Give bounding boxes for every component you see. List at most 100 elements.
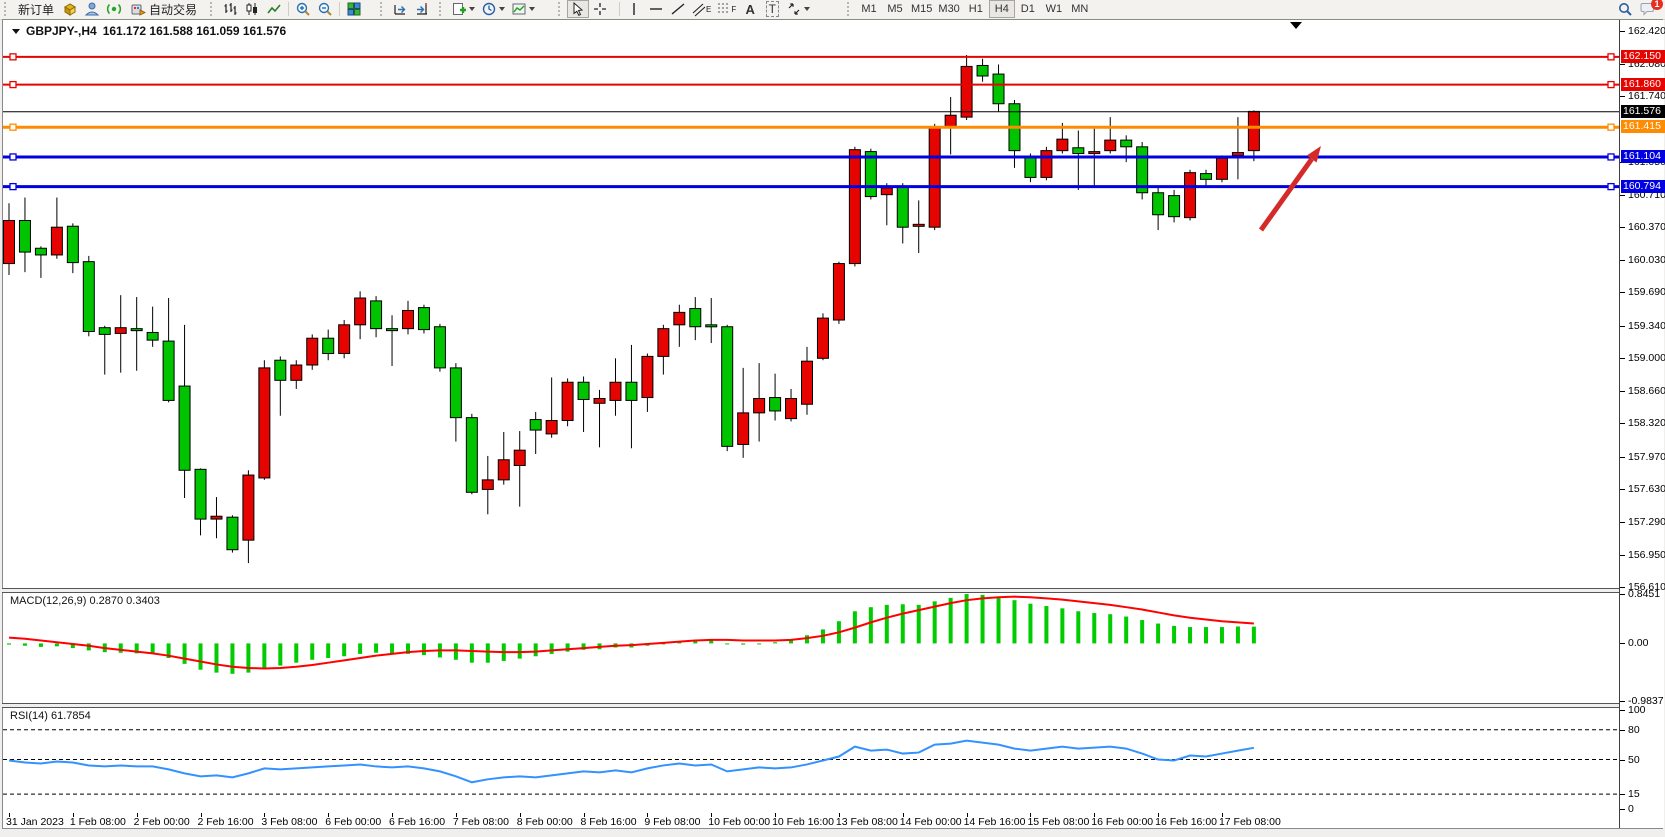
data-window-button[interactable]: [81, 0, 103, 18]
channel-label: E: [706, 4, 712, 14]
cursor-button[interactable]: [567, 0, 589, 18]
chart-shift-marker[interactable]: [1290, 22, 1302, 29]
search-button[interactable]: [1614, 0, 1636, 18]
zoom-out-button[interactable]: [314, 0, 336, 18]
rsi-panel-canvas[interactable]: [3, 707, 1619, 812]
new-chart-button[interactable]: [448, 0, 478, 18]
chat-button[interactable]: [1636, 0, 1659, 18]
timeframe-button-M30[interactable]: M30: [935, 0, 962, 18]
main-chart-canvas[interactable]: [3, 20, 1619, 588]
market-watch-button[interactable]: [59, 0, 81, 18]
candle-bear: [449, 367, 462, 419]
hline-handle[interactable]: [1607, 123, 1615, 131]
macd-histogram-bar: [1188, 627, 1193, 644]
timeframe-button-H1[interactable]: H1: [963, 0, 989, 18]
collapse-trade-panel-icon[interactable]: [12, 28, 20, 34]
candle-bull: [1231, 152, 1244, 156]
hline-handle[interactable]: [9, 153, 17, 161]
text-button[interactable]: A: [739, 0, 761, 18]
price-tick: [1620, 489, 1625, 491]
periods-button[interactable]: [478, 0, 508, 18]
candle-bull: [1215, 157, 1228, 180]
macd-histogram-bar: [86, 643, 91, 651]
hline-handle[interactable]: [9, 123, 17, 131]
trend-arrow-annotation[interactable]: [1258, 146, 1321, 232]
vline-button[interactable]: [623, 0, 645, 18]
panel-separator[interactable]: [2, 588, 1663, 593]
toolbar-grip[interactable]: [558, 2, 565, 16]
candle-bull: [816, 317, 829, 359]
signals-button[interactable]: [103, 0, 125, 18]
toolbar-grip[interactable]: [380, 2, 387, 16]
autotrade-button[interactable]: 自动交易: [125, 0, 202, 18]
bars-chart-button[interactable]: [219, 0, 241, 18]
price-tick-label: 158.660: [1628, 384, 1665, 397]
hline-handle[interactable]: [9, 53, 17, 61]
price-tick: [1620, 194, 1625, 196]
toolbar-group-trade: 新订单 自动交易: [2, 0, 202, 18]
timeframe-button-M1[interactable]: M1: [856, 0, 882, 18]
hline-handle[interactable]: [1607, 80, 1615, 89]
candles-chart-button[interactable]: [241, 0, 263, 18]
hline-handle[interactable]: [1607, 153, 1615, 161]
toolbar-grip[interactable]: [210, 2, 217, 16]
auto-scroll-button[interactable]: [389, 0, 411, 18]
toolbar-grip[interactable]: [439, 2, 446, 16]
macd-histogram-bar: [150, 643, 155, 654]
timeframe-button-W1[interactable]: W1: [1041, 0, 1067, 18]
timeframe-button-M15[interactable]: M15: [908, 0, 935, 18]
timeframe-button-M5[interactable]: M5: [882, 0, 908, 18]
panel-separator[interactable]: [2, 703, 1663, 708]
label-button[interactable]: T: [761, 0, 783, 18]
timeframe-button-MN[interactable]: MN: [1067, 0, 1093, 18]
candle-bear: [769, 397, 782, 412]
line-chart-button[interactable]: [263, 0, 285, 18]
toolbar-grip[interactable]: [4, 2, 11, 16]
hline-handle[interactable]: [1607, 182, 1615, 191]
toolbar-grip[interactable]: [847, 2, 854, 16]
macd-histogram-bar: [565, 643, 570, 652]
price-axis[interactable]: 162.420162.080161.740161.050160.710160.3…: [1619, 20, 1665, 828]
channel-button[interactable]: E: [689, 0, 714, 18]
candle-bull: [497, 459, 510, 481]
macd-panel-canvas[interactable]: [3, 592, 1619, 703]
hline-handle[interactable]: [9, 182, 17, 191]
date-tick-label: 16 Feb 16:00: [1155, 816, 1217, 828]
macd-histogram-bar: [70, 643, 75, 649]
hline-handle[interactable]: [9, 80, 17, 89]
candle-bear: [370, 300, 383, 330]
text-icon: A: [745, 1, 755, 17]
zoom-in-button[interactable]: [292, 0, 314, 18]
macd-histogram-bar: [789, 639, 794, 644]
candle-bear: [417, 307, 430, 331]
trendline-button[interactable]: [667, 0, 689, 18]
candle-bull: [561, 381, 574, 422]
date-tick: [328, 813, 330, 817]
timeframe-button-H4[interactable]: H4: [988, 0, 1015, 18]
timeframe-button-D1[interactable]: D1: [1015, 0, 1041, 18]
macd-histogram-bar: [262, 643, 267, 668]
macd-histogram-bar: [1235, 626, 1240, 644]
arrows-button[interactable]: [783, 0, 813, 18]
date-axis[interactable]: 31 Jan 2023 1 Feb 08:00 2 Feb 00:00 2 Feb 1…: [3, 813, 1619, 828]
chart-shift-button[interactable]: [411, 0, 433, 18]
fibonacci-button[interactable]: F: [714, 0, 739, 18]
new-order-button[interactable]: 新订单: [13, 0, 59, 18]
candle-bull: [338, 324, 351, 355]
hline-button[interactable]: [645, 0, 667, 18]
candle-bear: [1024, 156, 1037, 178]
macd-histogram-bar: [996, 596, 1001, 644]
candle-bull: [354, 297, 367, 326]
date-tick: [519, 813, 521, 817]
templates-button[interactable]: [508, 0, 538, 18]
hline-icon: [650, 8, 662, 10]
tile-windows-button[interactable]: [343, 0, 365, 18]
crosshair-icon: [594, 3, 606, 15]
macd-histogram-bar: [166, 643, 171, 659]
cursor-icon: [573, 1, 584, 16]
price-tick: [1620, 227, 1625, 229]
hline-handle[interactable]: [1607, 53, 1615, 61]
crosshair-button[interactable]: [589, 0, 611, 18]
notification-badge[interactable]: 1: [1651, 0, 1663, 10]
